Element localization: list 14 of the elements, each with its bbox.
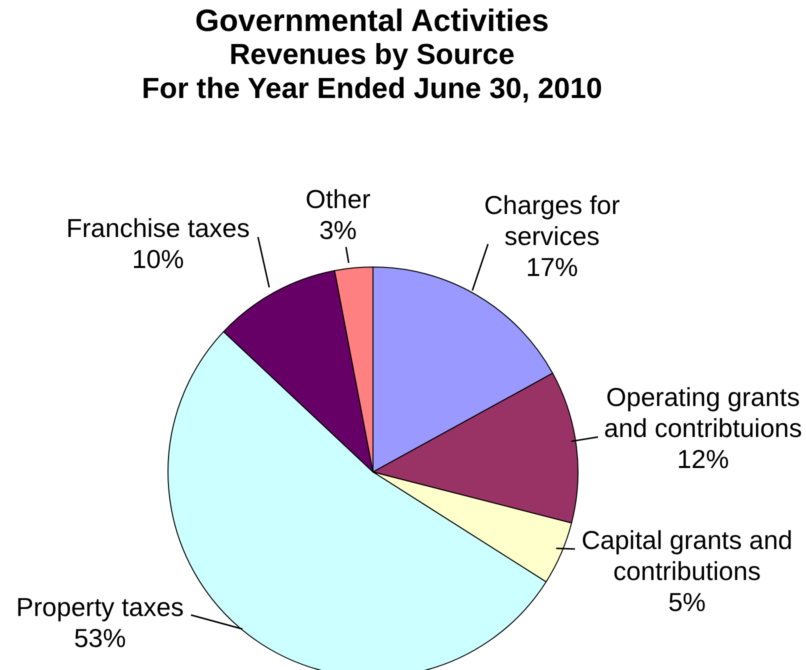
data-label: 3%: [319, 215, 357, 245]
chart-subtitle: Revenues by Source For the Year Ended June 30, 2010: [140, 38, 604, 106]
data-label: 10%: [132, 244, 184, 274]
data-label: 53%: [74, 623, 126, 653]
slice-label: Franchise taxes: [66, 213, 250, 243]
data-label: 12%: [676, 444, 730, 474]
slice-label: Capital grants and contributions: [581, 525, 793, 586]
chart-title: Governmental Activities: [194, 3, 550, 38]
slice-label: Other: [305, 184, 371, 214]
data-label: 5%: [668, 587, 706, 617]
slice-label: Operating grants and contribtuions: [604, 382, 802, 443]
slice-label: Property taxes: [16, 592, 184, 622]
slice-label: Charges for services: [484, 190, 620, 251]
data-label: 17%: [526, 252, 578, 282]
